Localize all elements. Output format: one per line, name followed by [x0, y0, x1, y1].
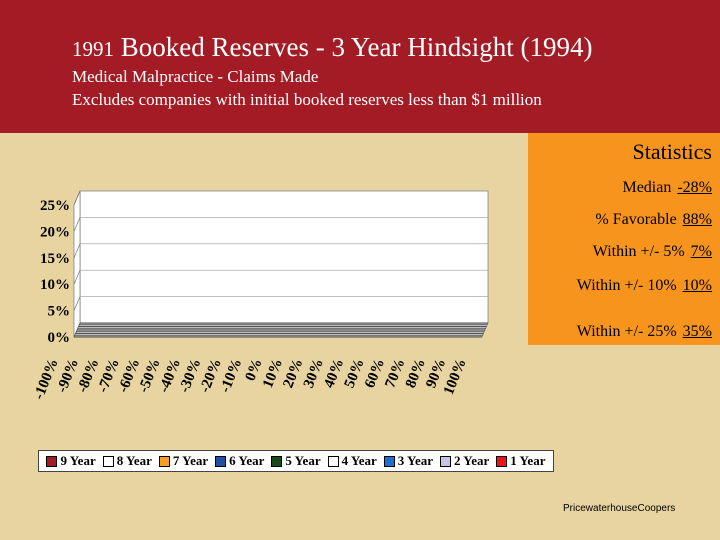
- legend-swatch: [496, 455, 508, 467]
- legend-item: 6 Year: [215, 453, 264, 469]
- legend-swatch: [327, 455, 339, 467]
- legend-item: 2 Year: [440, 453, 489, 469]
- legend-swatch: [46, 455, 58, 467]
- gridline-side: [73, 270, 81, 285]
- chart-legend: 9 Year 8 Year 7 Year 6 Year 5 Year 4 Year 3 Ye…: [38, 450, 554, 472]
- subtitle-line-1: Medical Malpractice - Claims Made: [72, 67, 319, 86]
- legend-label: 7 Year: [172, 453, 209, 468]
- legend-swatch: [271, 455, 283, 467]
- legend-swatch: [215, 455, 227, 467]
- gridline-side: [73, 190, 81, 206]
- legend-item: 8 Year: [102, 453, 152, 469]
- subtitle-line-2: Excludes companies with initial booked r…: [72, 90, 542, 109]
- legend-label: 6 Year: [229, 453, 265, 468]
- legend-swatch: [158, 455, 170, 467]
- legend-swatch: [102, 455, 114, 467]
- legend-item: 3 Year: [383, 453, 434, 469]
- gridline-side: [73, 296, 81, 311]
- company-credit: PricewaterhouseCoopers: [563, 503, 676, 514]
- y-tick-label: 25%: [40, 198, 70, 214]
- stat-label: % Favorable: [595, 211, 677, 228]
- stat-favorable: % Favorable 88%: [595, 211, 712, 229]
- stat-label: Within +/- 25%: [576, 323, 677, 340]
- title-year: 1991: [72, 37, 114, 61]
- chart-back-wall: [79, 190, 489, 324]
- y-tick-label: 15%: [40, 251, 70, 267]
- stat-median: Median -28%: [622, 179, 712, 197]
- legend-label: 2 Year: [454, 453, 490, 468]
- gridline-side: [73, 243, 81, 258]
- stat-label: Within +/- 10%: [576, 277, 677, 294]
- legend-label: 9 Year: [60, 453, 96, 468]
- stat-value: 7%: [690, 243, 712, 260]
- legend-item: 5 Year: [271, 453, 321, 469]
- y-tick-label: 10%: [40, 277, 70, 293]
- stat-value: -28%: [677, 179, 712, 196]
- legend-item: 7 Year: [158, 453, 209, 469]
- statistics-panel: Statistics Median -28% % Favorable 88% Wit…: [528, 133, 720, 345]
- legend-item: 9 Year: [46, 453, 96, 469]
- legend-label: 1 Year: [510, 453, 546, 468]
- stat-within-5: Within +/- 5% 7%: [593, 243, 712, 261]
- stat-value: 10%: [682, 277, 712, 294]
- stat-within-25: Within +/- 25% 35%: [577, 323, 712, 341]
- stat-label: Median: [622, 179, 672, 196]
- stat-value: 88%: [682, 211, 712, 228]
- legend-swatch: [440, 455, 451, 467]
- legend-label: 5 Year: [285, 453, 321, 468]
- legend-item: 4 Year: [327, 453, 377, 469]
- header-banner: 1991 Booked Reserves - 3 Year Hindsight …: [0, 0, 720, 133]
- stat-label: Within +/- 5%: [592, 243, 685, 260]
- title-text: Booked Reserves - 3 Year Hindsight (1994…: [114, 32, 593, 62]
- legend-label: 4 Year: [341, 453, 377, 468]
- stat-within-10: Within +/- 10% 10%: [577, 277, 712, 295]
- area-chart: 0%5%10%15%20%25%-100%-90%-80%-70%-60%-50…: [31, 190, 489, 402]
- stat-value: 35%: [682, 323, 712, 340]
- legend-swatch: [383, 455, 395, 467]
- page-title: 1991 Booked Reserves - 3 Year Hindsight …: [72, 32, 592, 63]
- legend-label: 3 Year: [397, 453, 434, 468]
- statistics-title: Statistics: [632, 139, 712, 164]
- legend-label: 8 Year: [116, 453, 152, 468]
- y-tick-label: 5%: [48, 304, 71, 320]
- gridline-side: [73, 217, 81, 232]
- x-tick-label: 0%: [242, 357, 265, 384]
- y-tick-label: 0%: [48, 330, 71, 346]
- y-tick-label: 20%: [40, 224, 70, 240]
- chart-side-wall: [73, 190, 81, 338]
- legend-item: 1 Year: [496, 453, 545, 469]
